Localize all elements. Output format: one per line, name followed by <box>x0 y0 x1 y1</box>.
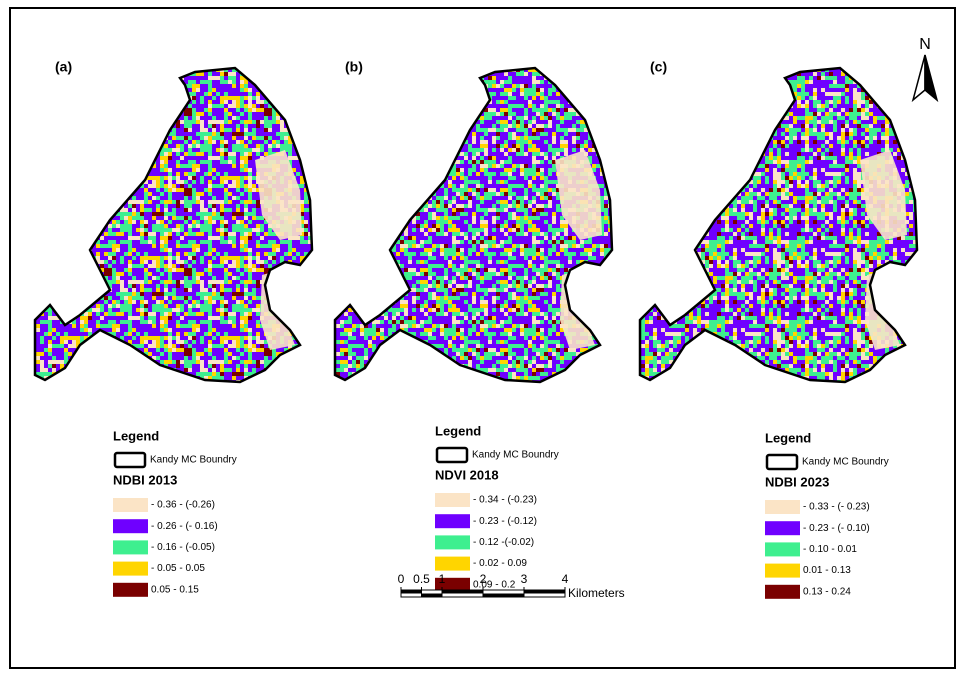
class-swatch <box>435 514 470 528</box>
scale-tick-label: 0.5 <box>413 572 430 586</box>
class-swatch <box>765 542 800 556</box>
legend-title: NDVI 2018 <box>435 467 499 482</box>
scale-tick-label: 2 <box>480 572 487 586</box>
class-label: - 0.05 - 0.05 <box>151 563 205 574</box>
class-swatch <box>113 583 148 597</box>
map-figure: N Legend Kandy MC Boundry NDBI 2013 - 0.36 … <box>0 0 965 677</box>
boundary-label: Kandy MC Boundry <box>150 455 237 466</box>
legend-title: NDBI 2023 <box>765 474 829 489</box>
scale-tick-label: 3 <box>521 572 528 586</box>
class-label: - 0.02 - 0.09 <box>473 558 527 569</box>
legend-heading: Legend <box>113 428 159 443</box>
class-label: - 0.33 - (- 0.23) <box>803 502 870 513</box>
scale-unit: Kilometers <box>568 586 625 600</box>
class-swatch <box>113 540 148 554</box>
map-panel <box>30 60 320 390</box>
class-swatch <box>765 564 800 578</box>
legend-title: NDBI 2013 <box>113 472 177 487</box>
legend: Legend Kandy MC Boundry NDVI 2018 - 0.34 - … <box>435 423 559 591</box>
class-label: 0.13 - 0.24 <box>803 586 851 597</box>
scale-tick-label: 4 <box>562 572 569 586</box>
class-swatch <box>113 519 148 533</box>
class-swatch <box>435 493 470 507</box>
class-swatch <box>765 521 800 535</box>
legend-heading: Legend <box>765 430 811 445</box>
panel-label: (c) <box>650 59 667 75</box>
legend-heading: Legend <box>435 423 481 438</box>
class-label: 0.05 - 0.15 <box>151 584 199 595</box>
map-panel <box>635 60 925 390</box>
scale-segment <box>524 590 565 594</box>
class-label: - 0.10 - 0.01 <box>803 544 857 555</box>
boundary-label: Kandy MC Boundry <box>802 457 889 468</box>
boundary-swatch <box>115 453 145 467</box>
boundary-swatch <box>767 455 797 469</box>
class-swatch <box>435 535 470 549</box>
panel-label: (a) <box>55 59 72 75</box>
boundary-swatch <box>437 448 467 462</box>
class-label: - 0.26 - (- 0.16) <box>151 521 218 532</box>
class-label: - 0.16 - (-0.05) <box>151 542 215 553</box>
class-label: 0.01 - 0.13 <box>803 565 851 576</box>
north-label: N <box>919 36 931 53</box>
legends: Legend Kandy MC Boundry NDBI 2013 - 0.36 - … <box>113 423 889 598</box>
class-swatch <box>765 585 800 599</box>
scale-segment <box>483 594 524 598</box>
map-panel <box>330 60 620 390</box>
class-swatch <box>435 557 470 571</box>
north-arrow: N <box>913 36 937 100</box>
class-label: - 0.12 -(-0.02) <box>473 537 534 548</box>
boundary-label: Kandy MC Boundry <box>472 450 559 461</box>
scale-segment <box>401 590 422 594</box>
scale-tick-label: 1 <box>439 572 446 586</box>
scale-tick-label: 0 <box>398 572 405 586</box>
scale-segment <box>442 590 483 594</box>
maps <box>30 60 925 390</box>
class-label: - 0.23 - (-0.12) <box>473 516 537 527</box>
scale-segment <box>422 594 443 598</box>
legend: Legend Kandy MC Boundry NDBI 2013 - 0.36 - … <box>113 428 237 596</box>
class-swatch <box>765 500 800 514</box>
class-label: - 0.34 - (-0.23) <box>473 495 537 506</box>
class-swatch <box>113 562 148 576</box>
class-label: - 0.23 - (- 0.10) <box>803 523 870 534</box>
class-swatch <box>113 498 148 512</box>
panel-label: (b) <box>345 59 363 75</box>
legend: Legend Kandy MC Boundry NDBI 2023 - 0.33 - … <box>765 430 889 598</box>
class-label: - 0.36 - (-0.26) <box>151 500 215 511</box>
